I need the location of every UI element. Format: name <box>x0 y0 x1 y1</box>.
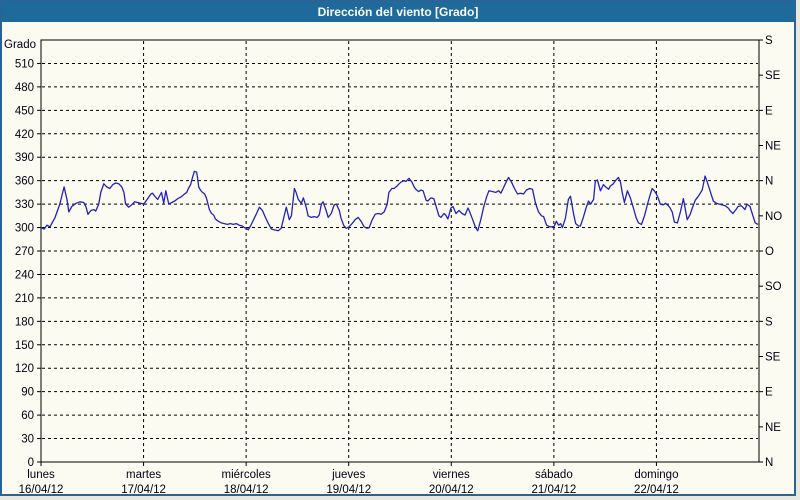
y-tick-label: 0 <box>28 457 34 469</box>
compass-tick-label: NE <box>765 422 781 434</box>
y-tick-label: 60 <box>21 410 34 422</box>
compass-tick-label: N <box>765 457 773 469</box>
y-tick-label: 390 <box>15 152 34 164</box>
compass-tick-label: SE <box>765 352 781 364</box>
plot-border <box>40 39 760 463</box>
y-tick-label: 90 <box>21 387 34 399</box>
compass-tick-label: NO <box>765 211 782 223</box>
y-tick-label: 150 <box>15 340 34 352</box>
compass-tick-label: N <box>765 176 773 188</box>
y-tick-label: 360 <box>15 176 34 188</box>
x-date-label: 20/04/12 <box>429 484 474 496</box>
x-day-label: sábado <box>535 469 573 481</box>
compass-tick-label: SO <box>765 281 782 293</box>
x-day-label: viernes <box>433 469 470 481</box>
y-axis-title: Grado <box>4 39 36 51</box>
y-tick-label: 480 <box>15 82 34 94</box>
y-tick-label: 30 <box>21 434 34 446</box>
x-day-label: jueves <box>331 469 365 481</box>
y-tick-label: 420 <box>15 129 34 141</box>
y-tick-label: 300 <box>15 223 34 235</box>
x-date-label: 16/04/12 <box>19 484 64 496</box>
y-tick-label: 450 <box>15 105 34 117</box>
x-day-label: domingo <box>634 469 678 481</box>
x-day-label: lunes <box>27 469 55 481</box>
compass-tick-label: S <box>765 35 773 47</box>
y-tick-label: 180 <box>15 316 34 328</box>
y-tick-label: 270 <box>15 246 34 258</box>
compass-tick-label: S <box>765 316 773 328</box>
wind-series-line <box>40 170 759 232</box>
x-date-label: 22/04/12 <box>634 484 679 496</box>
window-title: Dirección del viento [Grado] <box>317 5 479 19</box>
x-date-label: 19/04/12 <box>326 484 371 496</box>
compass-tick-label: E <box>765 387 773 399</box>
compass-tick-label: SE <box>765 70 781 82</box>
y-tick-label: 120 <box>15 363 34 375</box>
x-day-label: martes <box>126 469 161 481</box>
x-day-label: miércoles <box>222 469 271 481</box>
y-tick-label: 210 <box>15 293 34 305</box>
y-tick-label: 510 <box>15 58 34 70</box>
x-date-label: 17/04/12 <box>121 484 166 496</box>
window-titlebar: Dirección del viento [Grado] <box>2 2 794 22</box>
compass-tick-label: E <box>765 105 773 117</box>
y-tick-label: 330 <box>15 199 34 211</box>
x-date-label: 18/04/12 <box>224 484 269 496</box>
compass-tick-label: NE <box>765 141 781 153</box>
y-tick-label: 240 <box>15 269 34 281</box>
x-date-label: 21/04/12 <box>531 484 576 496</box>
compass-tick-label: O <box>765 246 774 258</box>
